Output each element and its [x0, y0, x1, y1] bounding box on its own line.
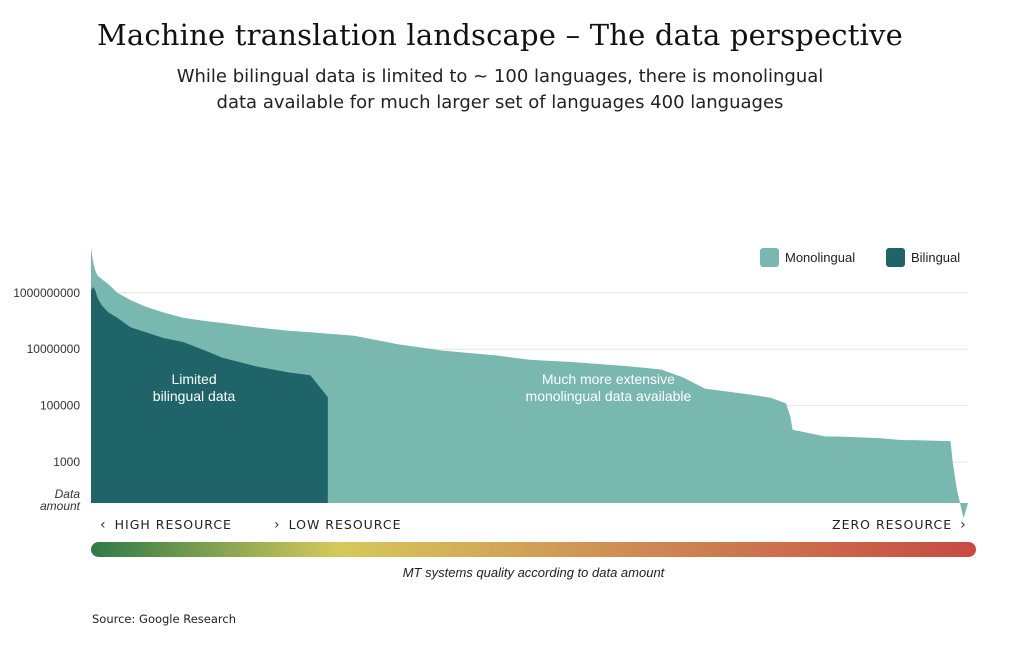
- legend-swatch-monolingual: [760, 248, 779, 267]
- area-annotation: monolingual data available: [526, 388, 692, 404]
- quality-gradient-bar: [91, 542, 976, 557]
- y-tick-label: 1000000000: [13, 286, 80, 300]
- legend-swatch-bilingual: [886, 248, 905, 267]
- area-annotation: bilingual data: [153, 388, 236, 404]
- chevron-right-icon: ›: [960, 517, 967, 533]
- y-axis-label: Data: [55, 487, 81, 501]
- zero-resource-label: ZERO RESOURCE ›: [832, 517, 967, 533]
- chart-subtitle: While bilingual data is limited to ~ 100…: [150, 64, 850, 116]
- chevron-right-icon: ›: [274, 517, 281, 533]
- subtitle-line-1: While bilingual data is limited to ~ 100…: [176, 66, 824, 87]
- high-resource-label: ‹ HIGH RESOURCE: [100, 517, 232, 533]
- series-bilingual-area: [91, 287, 328, 503]
- legend-label-monolingual: Monolingual: [785, 250, 855, 265]
- legend-label-bilingual: Bilingual: [911, 250, 960, 265]
- quality-label: MT systems quality according to data amo…: [402, 565, 665, 580]
- subtitle-line-2: data available for much larger set of la…: [216, 92, 784, 113]
- low-resource-label: › LOW RESOURCE: [274, 517, 402, 533]
- y-axis-label: amount: [40, 499, 81, 513]
- y-tick-label: 10000000: [27, 342, 81, 356]
- area-annotation: Limited: [171, 371, 216, 387]
- chevron-left-icon: ‹: [100, 517, 107, 533]
- y-tick-label: 1000: [53, 455, 80, 469]
- source-note: Source: Google Research: [92, 612, 236, 626]
- y-tick-label: 100000: [40, 399, 80, 413]
- chart-title: Machine translation landscape – The data…: [96, 18, 904, 52]
- area-annotation: Much more extensive: [542, 371, 675, 387]
